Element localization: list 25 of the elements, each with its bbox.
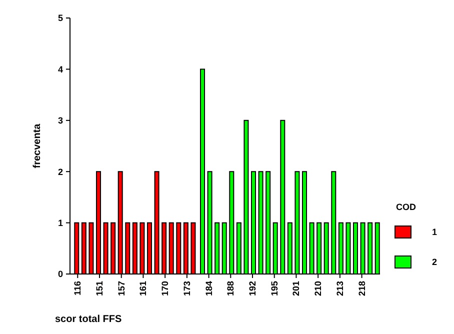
x-tick-label: 210 [313, 281, 324, 296]
x-tick-label: 195 [269, 281, 280, 296]
x-tick-label: 151 [94, 281, 104, 296]
x-tick-label: 173 [182, 281, 192, 296]
y-tick-label: 3 [58, 116, 63, 126]
y-tick-label: 0 [58, 269, 63, 280]
y-tick-label: 2 [58, 166, 63, 177]
x-tick-label: 161 [138, 281, 148, 296]
x-tick-label: 192 [248, 281, 258, 296]
y-tick-label: 4 [58, 64, 63, 74]
y-axis-title: frecventa [32, 123, 43, 168]
x-tick-label: 170 [160, 281, 170, 296]
legend-label: 1 [432, 227, 438, 238]
x-axis-title: scor total FFS [55, 314, 122, 325]
x-tick-label: 116 [72, 281, 83, 296]
x-tick-label: 213 [334, 281, 345, 296]
x-tick-label: 201 [291, 281, 302, 296]
legend-label: 2 [432, 257, 438, 268]
x-tick-label: 218 [356, 281, 367, 296]
legend-title: COD [396, 202, 416, 212]
y-tick-label: 1 [58, 218, 63, 228]
x-tick-label: 184 [204, 281, 214, 296]
x-tick-label: 188 [226, 281, 236, 296]
y-tick-label: 5 [58, 13, 63, 24]
x-tick-label: 157 [116, 281, 126, 296]
